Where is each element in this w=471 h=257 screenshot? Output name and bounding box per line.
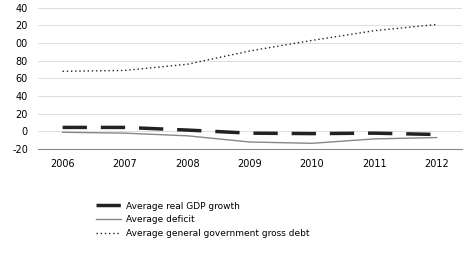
Line: Average general government gross debt: Average general government gross debt — [63, 24, 437, 71]
Line: Average deficit: Average deficit — [63, 132, 437, 143]
Average general government gross debt — [247, 49, 252, 52]
Average deficit — [185, 134, 190, 137]
Average real GDP growth — [122, 126, 128, 129]
Legend: Average real GDP growth, Average deficit, Average general government gross debt: Average real GDP growth, Average deficit… — [93, 199, 313, 241]
Average deficit — [372, 137, 377, 140]
Average real GDP growth — [247, 132, 252, 135]
Average general government gross debt — [309, 39, 315, 42]
Average real GDP growth — [185, 128, 190, 132]
Average deficit — [60, 131, 65, 134]
Average real GDP growth — [309, 132, 315, 135]
Average deficit — [309, 142, 315, 145]
Average general government gross debt — [185, 63, 190, 66]
Average general government gross debt — [434, 23, 439, 26]
Average deficit — [247, 141, 252, 144]
Line: Average real GDP growth: Average real GDP growth — [63, 127, 437, 134]
Average real GDP growth — [60, 126, 65, 129]
Average real GDP growth — [372, 132, 377, 135]
Average general government gross debt — [60, 70, 65, 73]
Average real GDP growth — [434, 133, 439, 136]
Average deficit — [434, 136, 439, 139]
Average deficit — [122, 132, 128, 135]
Average general government gross debt — [372, 29, 377, 32]
Average general government gross debt — [122, 69, 128, 72]
